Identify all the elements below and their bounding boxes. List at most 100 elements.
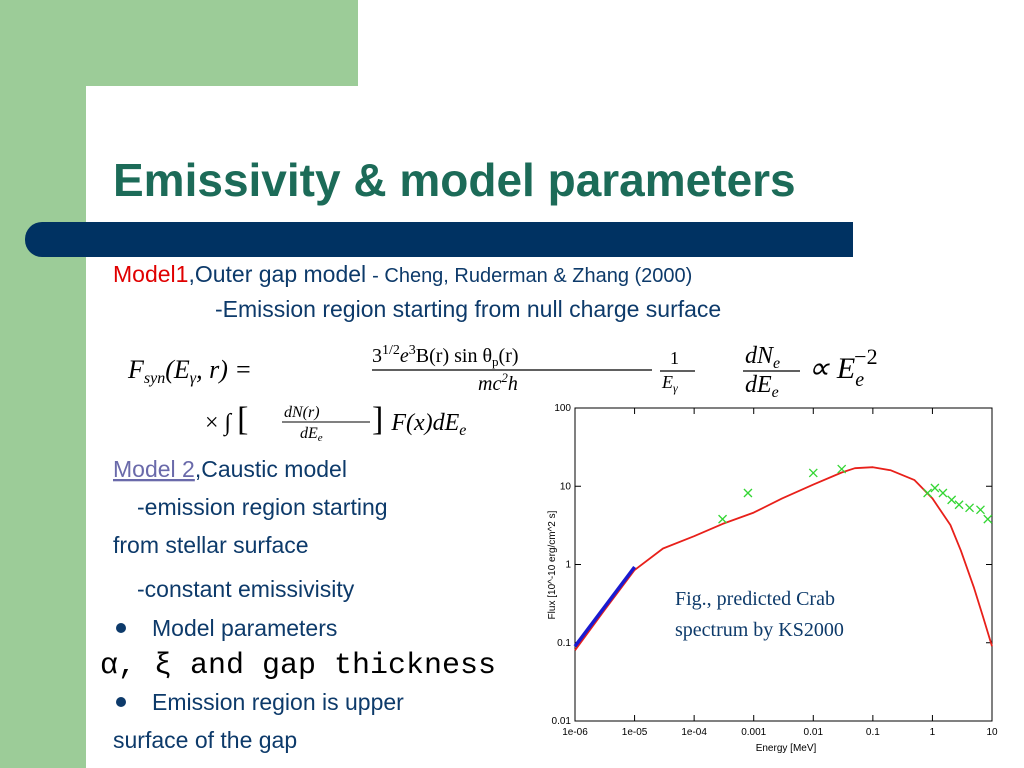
eq-part: × ∫ [205, 410, 233, 437]
x-axis-label: Energy [MeV] [756, 743, 817, 754]
x-tick-label: 0.1 [866, 727, 880, 738]
model2-text: -emission region starting [137, 494, 388, 520]
model1-name: Outer gap model [195, 261, 366, 287]
eq-part: F [127, 355, 145, 384]
x-tick-label: 1e-05 [622, 727, 648, 738]
x-tick-label: 1e-06 [562, 727, 588, 738]
model1-line: Model1,Outer gap model - Cheng, Ruderman … [113, 261, 692, 287]
eq-part: e [318, 432, 323, 444]
eq-part: (r) [499, 345, 519, 367]
eq-part: (E [165, 355, 190, 384]
model1-ref: - Cheng, Ruderman & Zhang (2000) [372, 265, 692, 287]
eq-lhs: Fsyn(Eγ, r) = [127, 355, 252, 387]
model2-text: -constant emissivisity [137, 576, 355, 602]
eq-part: e [773, 355, 780, 372]
top-band [0, 0, 358, 86]
eq-spec-den: dEe [745, 372, 779, 401]
marker [983, 514, 993, 524]
eq-part: h [508, 373, 518, 395]
series-line [573, 565, 636, 648]
eq-part: [ [237, 401, 248, 438]
eq-part: dE [745, 372, 772, 398]
eq-part: γ [190, 370, 197, 387]
eq-spec-rhs: ∝ Ee−2 [808, 344, 878, 391]
eq-int-den: dEe [300, 425, 323, 444]
eq-part: ∝ E [808, 352, 855, 385]
eq-part: syn [144, 370, 165, 387]
marker-stroke [808, 468, 818, 478]
bullet-text: surface of the gap [113, 727, 297, 753]
x-tick-label: 1e-04 [681, 727, 707, 738]
bullet-text: Model parameters [152, 615, 337, 641]
eq-denominator: mc2h [478, 370, 518, 395]
marker-stroke [718, 514, 728, 524]
eq-part: γ [673, 381, 678, 395]
model1-note: -Emission region starting from null char… [215, 296, 721, 322]
eq-part: F(x)dE [390, 410, 459, 436]
marker [923, 488, 933, 498]
eq-inv: Eγ [661, 372, 678, 395]
marker [965, 503, 975, 513]
model2-line: Model 2,Caustic model [113, 456, 347, 482]
eq-part: p [492, 354, 499, 369]
marker-stroke [975, 505, 985, 515]
x-tick-label: 10 [986, 727, 998, 738]
marker [938, 488, 948, 498]
x-tick-label: 0.001 [741, 727, 766, 738]
side-band [0, 0, 86, 768]
caption: Fig., predicted Crab [675, 588, 835, 610]
bullet [116, 623, 126, 633]
eq-part: E [661, 372, 673, 392]
series-line [574, 466, 993, 651]
marker-stroke [923, 488, 933, 498]
marker-stroke [954, 500, 964, 510]
model2-name: Caustic model [201, 456, 347, 482]
eq-int-num: dN(r) [284, 404, 320, 421]
model1-label: Model1 [113, 261, 188, 287]
marker-stroke [983, 514, 993, 524]
eq-part: e [400, 345, 409, 367]
parameters: α, ξ and gap thickness [100, 649, 496, 683]
eq-part: dN [745, 343, 775, 369]
bullet [116, 697, 126, 707]
title: Emissivity & model parameters [113, 154, 796, 206]
marker [743, 488, 753, 498]
model2-text: from stellar surface [113, 532, 309, 558]
marker [718, 514, 728, 524]
bullet-text: Emission region is upper [152, 689, 404, 715]
eq-part: 3 [409, 343, 416, 358]
plot-frame [574, 407, 993, 722]
y-tick-label: 100 [554, 403, 571, 414]
eq-part: 1/2 [382, 343, 400, 358]
eq-spec-num: dNe [745, 343, 780, 372]
marker-stroke [938, 488, 948, 498]
eq-part: mc [478, 373, 501, 395]
x-tick-label: 1 [930, 727, 936, 738]
marker-stroke [965, 503, 975, 513]
eq-part: 2 [501, 370, 508, 385]
marker [975, 505, 985, 515]
eq-part: dN(r) [284, 404, 320, 421]
y-tick-label: 0.01 [552, 716, 572, 727]
model2-link[interactable]: Model 2 [113, 456, 195, 482]
eq-part: B(r) sin θ [416, 345, 492, 367]
eq-part: 3 [372, 345, 382, 367]
marker-stroke [947, 495, 957, 505]
marker [947, 495, 957, 505]
y-axis-label: Flux [10^-10 erg/cm^2 s] [547, 510, 558, 619]
eq-int-rest: ] F(x)dEe [372, 401, 466, 439]
eq-part: dE [300, 425, 318, 442]
eq-part: , r) = [196, 355, 252, 384]
marker-stroke [743, 488, 753, 498]
eq-part: ] [372, 401, 383, 438]
marker-stroke [837, 464, 847, 474]
marker [837, 464, 847, 474]
marker [930, 483, 940, 493]
eq-part: −2 [854, 344, 877, 369]
eq-part: e [772, 384, 779, 401]
marker [954, 500, 964, 510]
y-tick-label: 0.1 [557, 638, 571, 649]
x-tick-label: 0.01 [804, 727, 824, 738]
eq-numerator: 31/2e3B(r) sin θp(r) [372, 343, 519, 369]
